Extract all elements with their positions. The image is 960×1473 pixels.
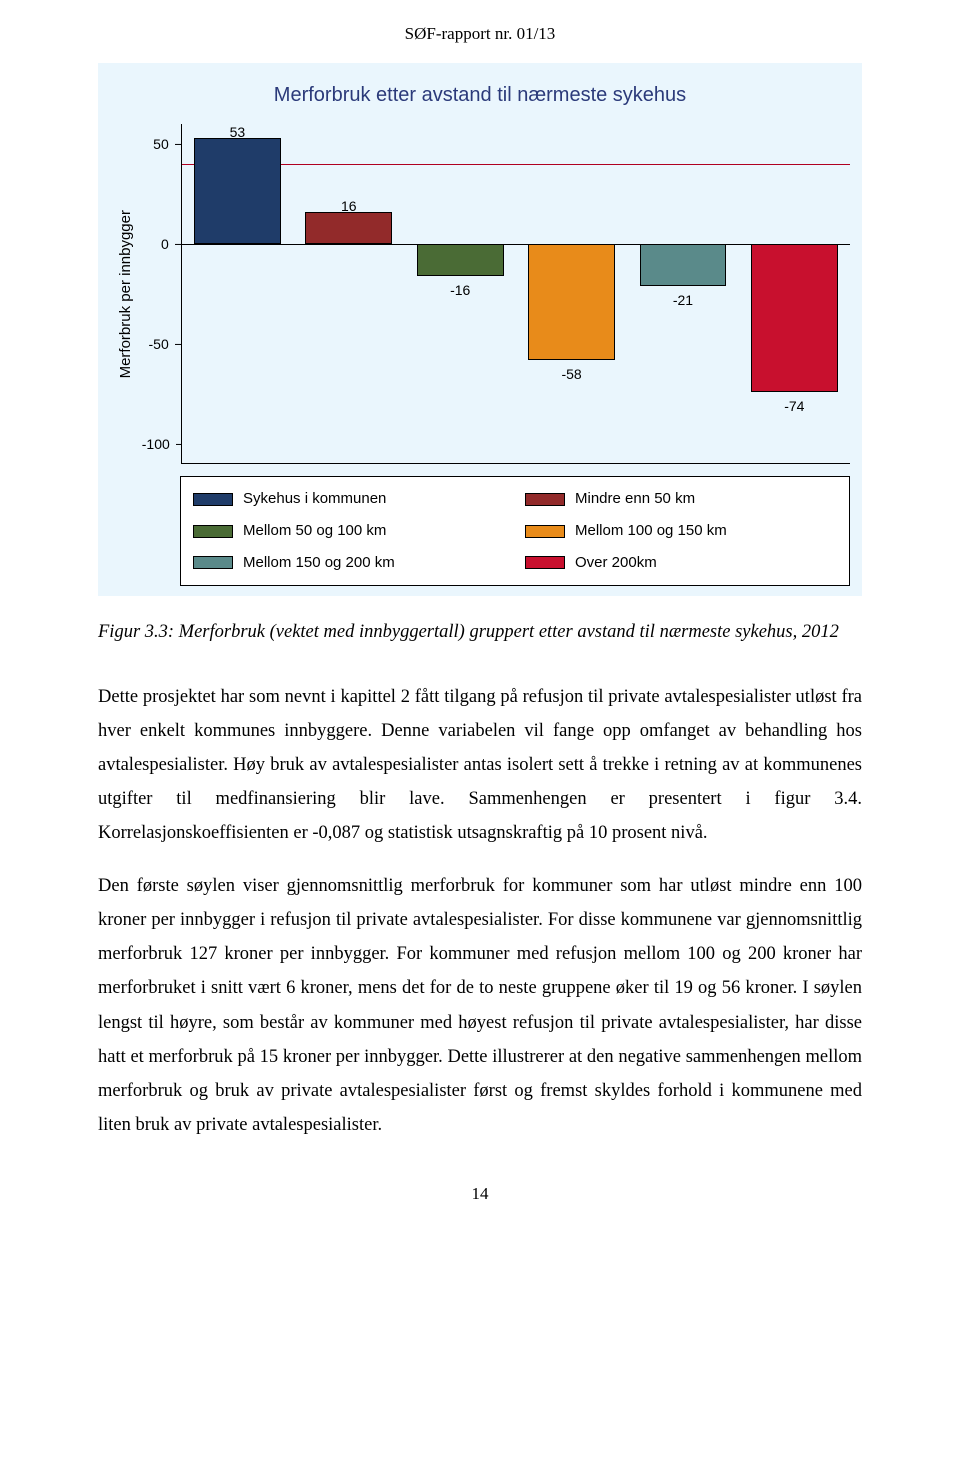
legend-swatch bbox=[525, 525, 565, 538]
page-number: 14 bbox=[98, 1178, 862, 1209]
bar-value-label: -74 bbox=[784, 394, 804, 420]
legend-label: Mellom 150 og 200 km bbox=[243, 549, 395, 577]
legend-label: Over 200km bbox=[575, 549, 657, 577]
reference-line bbox=[182, 164, 850, 165]
bar bbox=[640, 244, 727, 286]
y-tick-label: 50 bbox=[153, 131, 175, 157]
bar-value-label: -16 bbox=[450, 278, 470, 304]
y-tick: 0 bbox=[142, 232, 181, 258]
bar-value-label: 53 bbox=[230, 120, 246, 146]
legend-swatch bbox=[193, 493, 233, 506]
legend-swatch bbox=[193, 525, 233, 538]
y-tick-label: 0 bbox=[161, 232, 175, 258]
y-tick-mark bbox=[175, 144, 181, 145]
legend-item: Sykehus i kommunen bbox=[193, 485, 505, 513]
zero-line bbox=[182, 244, 850, 245]
legend-swatch bbox=[525, 556, 565, 569]
y-tick-label: -100 bbox=[142, 431, 176, 457]
chart-plot-area: 5316-16-58-21-74 bbox=[182, 124, 850, 464]
doc-header: SØF-rapport nr. 01/13 bbox=[98, 18, 862, 49]
paragraph: Den første søylen viser gjennomsnittlig … bbox=[98, 869, 862, 1143]
legend-swatch bbox=[193, 556, 233, 569]
legend-item: Mindre enn 50 km bbox=[525, 485, 837, 513]
y-tick-mark bbox=[176, 444, 181, 445]
y-tick: 50 bbox=[142, 131, 181, 157]
legend-label: Mellom 50 og 100 km bbox=[243, 517, 386, 545]
y-tick-label: -50 bbox=[149, 331, 175, 357]
legend-label: Mellom 100 og 150 km bbox=[575, 517, 727, 545]
bar bbox=[194, 138, 281, 244]
y-tick: -100 bbox=[142, 431, 181, 457]
legend-item: Mellom 50 og 100 km bbox=[193, 517, 505, 545]
bar bbox=[417, 244, 504, 276]
bar bbox=[528, 244, 615, 360]
legend-swatch bbox=[525, 493, 565, 506]
legend-item: Over 200km bbox=[525, 549, 837, 577]
y-tick: -50 bbox=[142, 331, 181, 357]
chart-container: Merforbruk etter avstand til nærmeste sy… bbox=[98, 63, 862, 595]
bar-value-label: -58 bbox=[561, 362, 581, 388]
legend-item: Mellom 150 og 200 km bbox=[193, 549, 505, 577]
bar bbox=[751, 244, 838, 392]
legend-label: Mindre enn 50 km bbox=[575, 485, 695, 513]
figure-caption: Figur 3.3: Merforbruk (vektet med innbyg… bbox=[98, 620, 862, 646]
chart-legend: Sykehus i kommunen Mindre enn 50 km Mellom… bbox=[180, 476, 850, 585]
chart-title: Merforbruk etter avstand til nærmeste sy… bbox=[110, 77, 850, 114]
bar-value-label: 16 bbox=[341, 194, 357, 220]
bar-value-label: -21 bbox=[673, 288, 693, 314]
y-tick-mark bbox=[175, 344, 181, 345]
legend-item: Mellom 100 og 150 km bbox=[525, 517, 837, 545]
body-text: Dette prosjektet har som nevnt i kapitte… bbox=[98, 680, 862, 1143]
y-axis-title: Merforbruk per innbygger bbox=[110, 210, 142, 378]
legend-label: Sykehus i kommunen bbox=[243, 485, 386, 513]
y-tick-mark bbox=[175, 244, 181, 245]
paragraph: Dette prosjektet har som nevnt i kapitte… bbox=[98, 680, 862, 851]
y-axis: -100 -50 0 50 bbox=[142, 124, 182, 464]
